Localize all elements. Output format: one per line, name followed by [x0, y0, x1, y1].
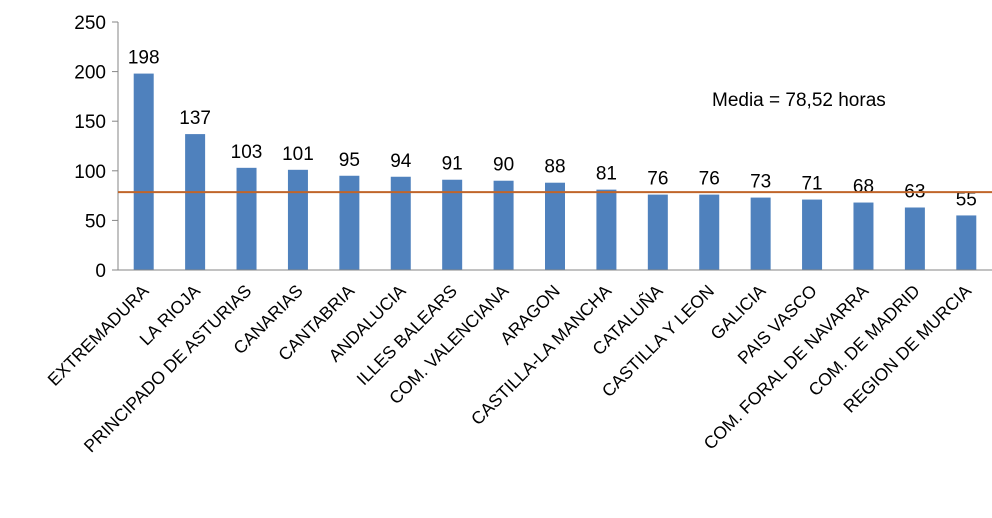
bar: [493, 180, 514, 270]
bar: [750, 197, 771, 270]
bar-value-label: 198: [128, 48, 160, 69]
y-tick-label: 250: [74, 13, 106, 34]
bar: [185, 134, 206, 270]
bar-value-label: 94: [390, 151, 412, 172]
bar-value-label: 90: [493, 155, 514, 176]
y-tick-label: 0: [95, 261, 106, 282]
bar: [442, 179, 463, 270]
bar: [699, 194, 720, 270]
bar: [904, 207, 925, 270]
bar-value-label: 71: [801, 174, 822, 195]
bar-value-label: 73: [750, 172, 771, 193]
reference-line-label: Media = 78,52 horas: [712, 90, 886, 111]
bar-value-label: 137: [179, 108, 211, 129]
bar-value-label: 91: [442, 154, 463, 175]
bar-value-label: 81: [596, 164, 617, 185]
bar-value-label: 55: [956, 189, 977, 210]
bar-value-label: 76: [647, 169, 668, 190]
bar: [390, 176, 411, 270]
bar-value-label: 88: [544, 157, 565, 178]
y-axis: 0 50 100 150 200 250: [74, 13, 119, 282]
y-tick-label: 200: [74, 63, 106, 84]
bar: [596, 189, 617, 270]
bar: [236, 167, 257, 270]
bar: [647, 194, 668, 270]
y-tick-label: 100: [74, 162, 106, 183]
bar: [287, 169, 308, 270]
bar-value-label: 95: [339, 150, 360, 171]
bar: [802, 199, 823, 270]
bar: [853, 202, 874, 270]
bar-value-label: 68: [853, 177, 874, 198]
y-tick-label: 50: [85, 211, 106, 232]
bar-value-label: 76: [699, 169, 720, 190]
bar-value-label: 103: [231, 142, 263, 163]
bars: [133, 73, 977, 270]
bar: [133, 73, 154, 270]
bar-value-label: 101: [282, 144, 314, 165]
bar: [956, 215, 977, 270]
bar: [545, 182, 565, 270]
bar: [339, 175, 360, 270]
y-tick-label: 150: [74, 112, 106, 133]
